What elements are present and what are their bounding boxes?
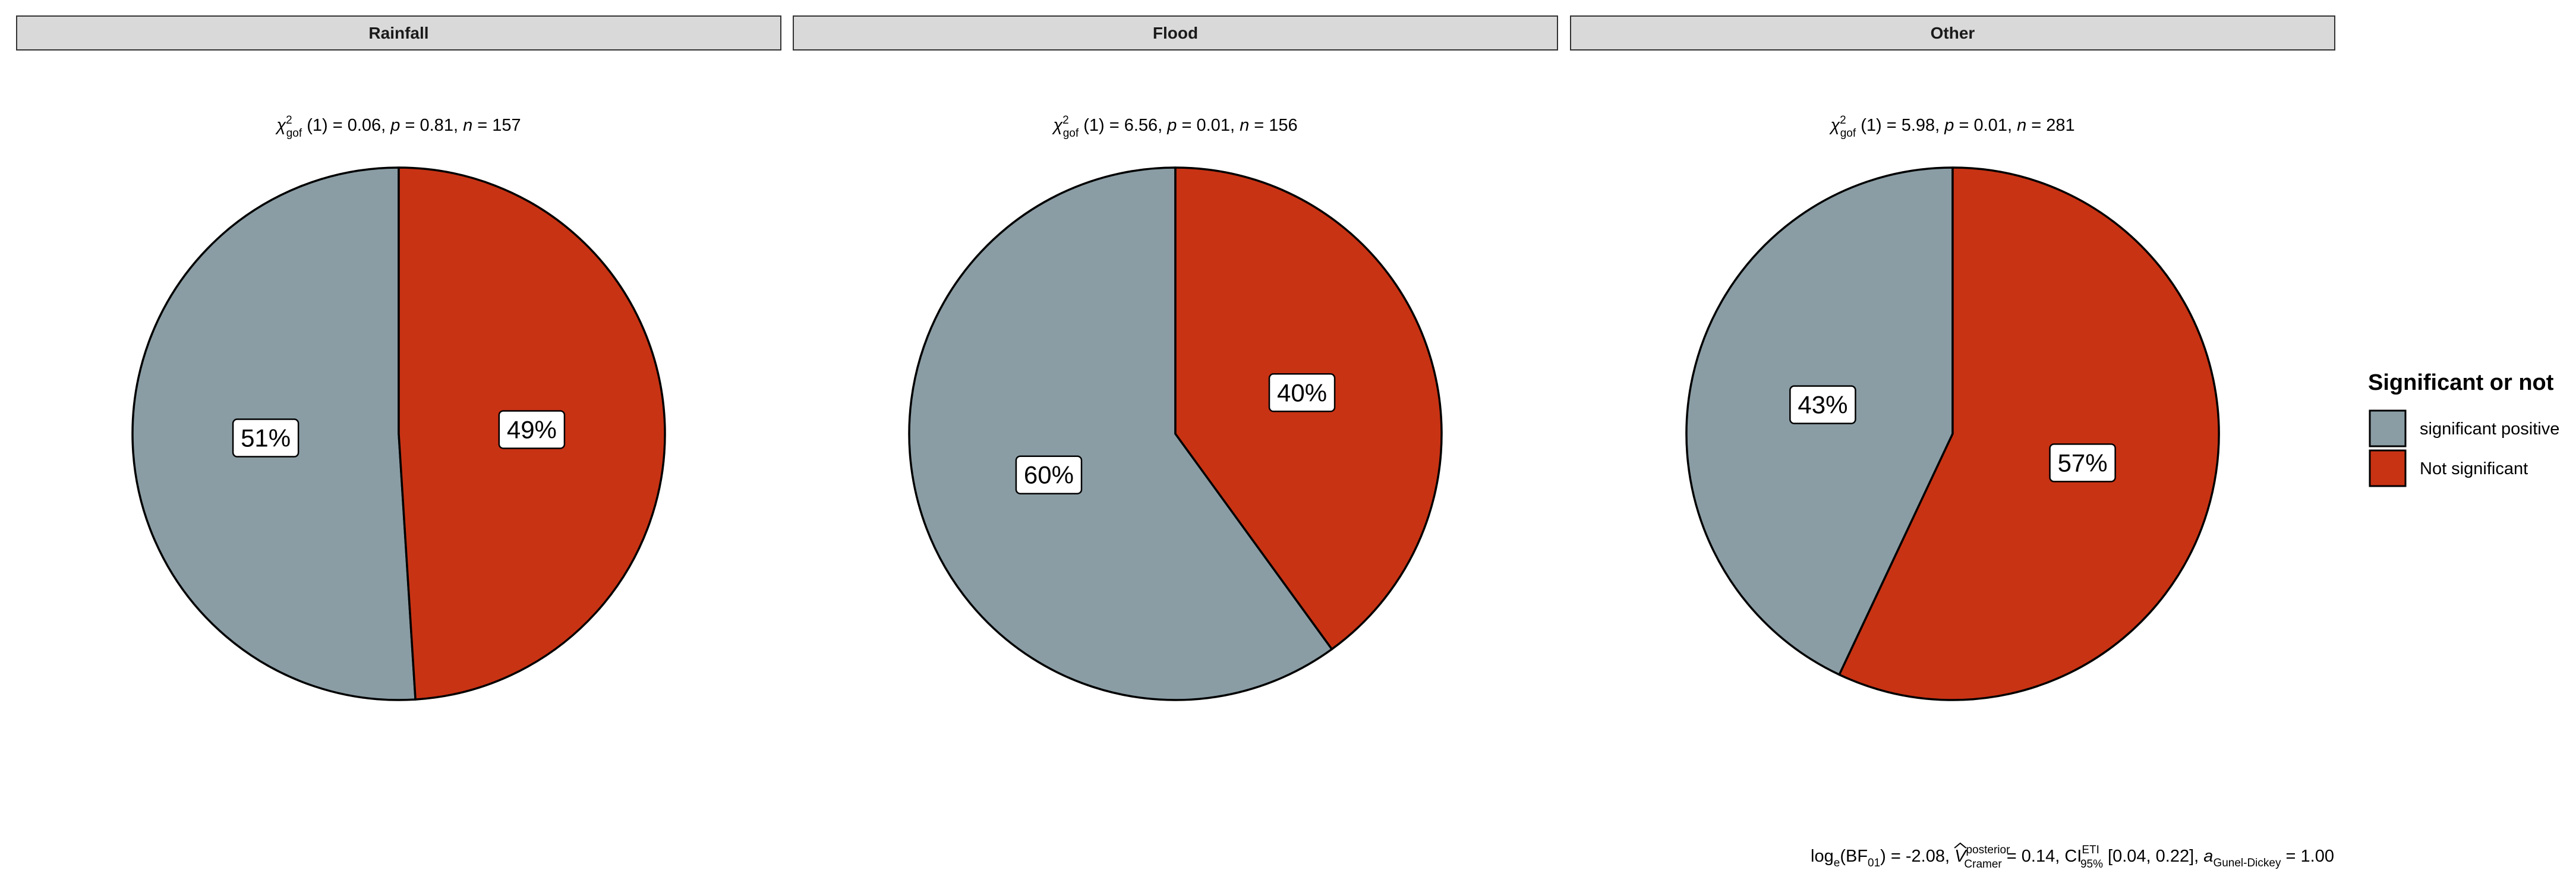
pie-slice-label-text: 40% [1277,379,1327,406]
legend-key [2369,449,2407,487]
chi-square-subtitle: χ2 gof (1) = 6.56, p = 0.01, n = 156 [1051,114,1297,140]
facet-strip-label: Rainfall [368,24,428,42]
chi-square-subtitle: χ2 gof (1) = 5.98, p = 0.01, n = 281 [1828,114,2074,140]
facet-panel-flood: Flood χ2 gof (1) = 6.56, p = 0.01, n = 156… [793,15,1558,701]
pie-slice-label: 57% [2049,443,2116,483]
pie-slice-significant-positive [908,166,1333,701]
pie-slice-label: 60% [1015,455,1083,494]
facet-strip [1570,15,2335,51]
pie-slice-label: 51% [232,418,299,458]
legend-label: Not significant [2420,459,2528,478]
pie: 60% 40% [908,166,1443,701]
legend-key [2369,409,2407,447]
pie-slice-label-text: 57% [2058,449,2108,477]
hat-accent [1954,842,1967,849]
pie-slice-label: 49% [498,410,566,449]
facet-panels: Rainfall χ2 gof (1) = 0.06, p = 0.81, n = … [16,15,2335,701]
pie-slice-label-text: 43% [1798,391,1847,419]
facet-strip-label: Flood [1153,24,1198,42]
legend-label: significant positive [2420,420,2559,439]
pie-slice-label-text: 49% [507,415,557,443]
chi-square-subtitle: χ2 gof (1) = 0.06, p = 0.81, n = 157 [275,114,521,140]
facet-strip [793,15,1558,51]
bayes-caption: loge(BF01) = -2.08, Vposterior Cramer = 0… [1811,842,2334,871]
legend-item: Not significant [2369,449,2528,487]
pie-slice-label-text: 60% [1024,461,1074,489]
facet-panel-rainfall: Rainfall χ2 gof (1) = 0.06, p = 0.81, n = … [16,15,781,701]
bayes-caption-text: loge(BF01) = -2.08, Vposterior Cramer = 0… [1811,844,2334,871]
facet-panel-other: Other χ2 gof (1) = 5.98, p = 0.01, n = 281… [1570,15,2335,701]
pie-slice-label: 40% [1268,373,1336,412]
pie: 43% 57% [1685,166,2220,701]
pie: 51% 49% [131,166,666,701]
pie-slice-not-significant [1838,166,2220,701]
legend: Significant or not significant positive No… [2368,370,2559,487]
legend-title: Significant or not [2368,370,2554,395]
facet-strip-label: Other [1931,24,1975,42]
legend-item: significant positive [2369,409,2559,447]
pie-slice-label-text: 51% [241,424,291,452]
pie-slice-label: 43% [1789,385,1856,424]
facet-strip [16,15,781,51]
